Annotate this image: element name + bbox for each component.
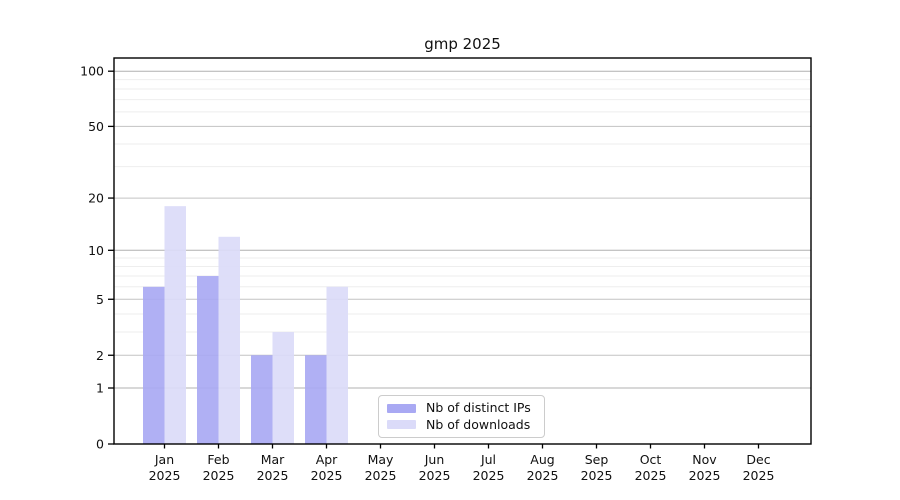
x-tick-label-month: Apr — [316, 452, 338, 467]
y-tick-label: 5 — [96, 292, 104, 307]
x-tick-label-month: Jul — [480, 452, 496, 467]
legend-item-downloads: Nb of downloads — [387, 416, 536, 432]
x-tick-label-year: 2025 — [689, 468, 721, 483]
x-tick-label-year: 2025 — [419, 468, 451, 483]
y-tick-label: 20 — [88, 191, 104, 206]
x-tick-label-month: Oct — [640, 452, 662, 467]
legend-label-downloads: Nb of downloads — [426, 416, 531, 432]
x-tick-label-year: 2025 — [257, 468, 289, 483]
bar-nb-of-downloads-mar — [272, 332, 294, 444]
x-tick-label-month: Jun — [424, 452, 445, 467]
y-tick-label: 1 — [96, 381, 104, 396]
x-tick-label-year: 2025 — [311, 468, 343, 483]
x-tick-label-month: Aug — [530, 452, 554, 467]
x-tick-label-year: 2025 — [365, 468, 397, 483]
legend-swatch-distinct-ips — [387, 403, 416, 413]
x-tick-label-month: Feb — [207, 452, 229, 467]
y-tick-label: 2 — [96, 348, 104, 363]
legend-swatch-downloads — [387, 420, 416, 430]
bar-nb-of-distinct-ips-apr — [305, 355, 327, 444]
x-tick-label-year: 2025 — [203, 468, 235, 483]
legend-item-distinct-ips: Nb of distinct IPs — [387, 400, 536, 415]
x-tick-label-month: Nov — [692, 452, 717, 467]
bar-nb-of-downloads-feb — [218, 236, 240, 444]
bar-nb-of-distinct-ips-mar — [251, 355, 273, 444]
x-tick-label-year: 2025 — [527, 468, 559, 483]
x-tick-label-year: 2025 — [635, 468, 667, 483]
x-tick-label-year: 2025 — [149, 468, 181, 483]
x-tick-label-month: Sep — [585, 452, 609, 467]
legend-label-distinct-ips: Nb of distinct IPs — [426, 400, 531, 415]
bar-nb-of-distinct-ips-feb — [197, 276, 219, 444]
y-tick-label: 0 — [96, 437, 104, 452]
legend: Nb of distinct IPs Nb of downloads — [378, 395, 545, 438]
bar-nb-of-distinct-ips-jan — [143, 286, 165, 444]
bar-nb-of-downloads-jan — [164, 206, 186, 444]
x-tick-label-year: 2025 — [581, 468, 613, 483]
x-tick-label-month: Mar — [261, 452, 285, 467]
y-tick-label: 50 — [88, 119, 104, 134]
chart-title: gmp 2025 — [424, 35, 501, 53]
x-tick-label-month: May — [368, 452, 394, 467]
x-tick-label-year: 2025 — [743, 468, 775, 483]
y-tick-label: 10 — [88, 243, 104, 258]
bar-nb-of-downloads-apr — [326, 286, 348, 444]
x-tick-label-month: Dec — [746, 452, 770, 467]
y-tick-label: 100 — [80, 64, 104, 79]
axes-spines — [113, 57, 812, 445]
x-tick-label-month: Jan — [154, 452, 174, 467]
x-tick-label-year: 2025 — [473, 468, 505, 483]
